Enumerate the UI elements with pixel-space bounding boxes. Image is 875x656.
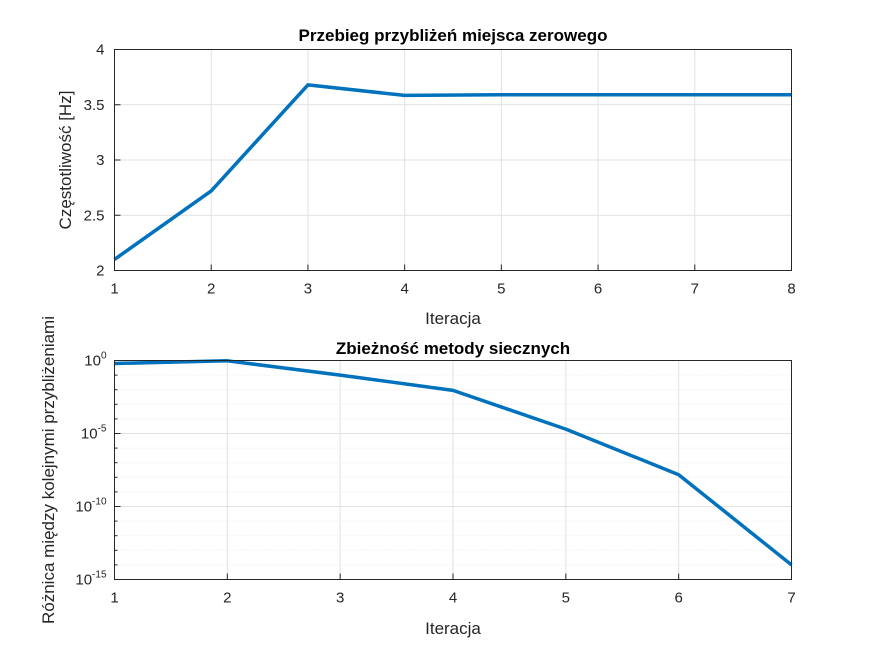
- y-axis-label: Różnica między kolejnymi przybliżeniami: [39, 316, 58, 624]
- grid: [114, 49, 792, 271]
- x-tick-label: 2: [207, 281, 215, 298]
- x-tick-label: 5: [562, 590, 570, 607]
- x-tick-label: 4: [449, 590, 457, 607]
- y-tick-label: 4: [96, 42, 104, 59]
- x-tick-label: 6: [674, 590, 682, 607]
- y-tick-label: 2.5: [84, 207, 105, 224]
- series-line: [113, 83, 792, 261]
- x-tick-label: 8: [787, 281, 795, 298]
- grid: [114, 360, 792, 580]
- x-tick-label: 4: [400, 281, 408, 298]
- chart-title: Przebieg przybliżeń miejsca zerowego: [299, 26, 608, 45]
- x-tick-label: 1: [110, 590, 118, 607]
- x-tick-label: 7: [691, 281, 699, 298]
- tick-labels: 1 2 3 4 5 6 7 100 10-5 10-10 10-15: [75, 351, 795, 607]
- tick-labels: 1 2 3 4 5 6 7 822.533.54: [84, 42, 796, 298]
- x-tick-label: 2: [223, 590, 231, 607]
- series-group: [113, 83, 792, 261]
- x-axis-label: Iteracja: [425, 619, 481, 638]
- x-tick-label: 3: [336, 590, 344, 607]
- x-tick-label: 1: [110, 281, 118, 298]
- y-tick-label: 3.5: [84, 97, 105, 114]
- x-axis-label: Iteracja: [425, 309, 481, 328]
- y-tick-label: 10-5: [81, 424, 107, 443]
- y-tick-label: 10-15: [75, 570, 107, 589]
- y-axis-label: Częstotliwość [Hz]: [56, 91, 75, 230]
- chart-frequency-approximations: 1 2 3 4 5 6 7 822.533.54 Przebieg przybliżeń mi…: [56, 26, 796, 328]
- y-tick-label: 3: [96, 152, 104, 169]
- y-tick-label: 100: [84, 351, 107, 370]
- chart-secant-convergence: 1 2 3 4 5 6 7 100 10-5 10-10 10-15 Zbieżność metod…: [39, 316, 796, 638]
- x-tick-label: 7: [787, 590, 795, 607]
- chart-title: Zbieżność metody siecznych: [336, 339, 570, 358]
- x-tick-label: 3: [304, 281, 312, 298]
- y-tick-label: 10-10: [75, 497, 107, 516]
- x-tick-label: 6: [594, 281, 602, 298]
- x-tick-label: 5: [497, 281, 505, 298]
- y-tick-label: 2: [96, 263, 104, 280]
